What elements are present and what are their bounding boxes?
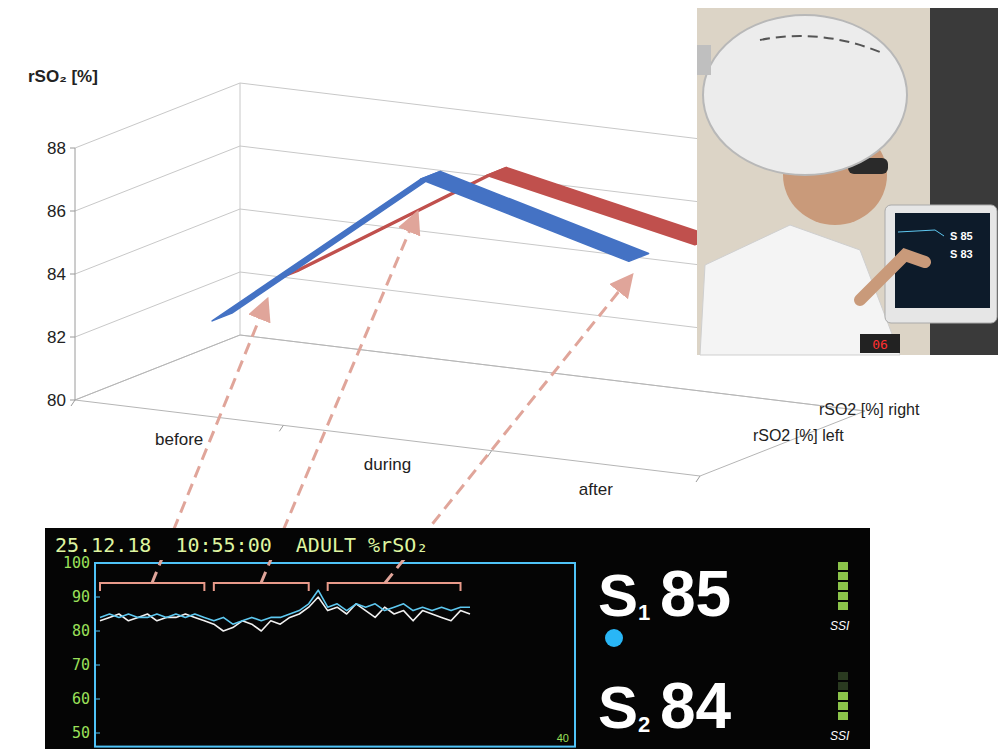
- monitor-tick-label: 70: [72, 656, 90, 674]
- reading-value: 84: [660, 670, 732, 742]
- y-tick-label: 80: [47, 391, 66, 410]
- y-tick-label: 88: [47, 139, 66, 158]
- x-tick-label: after: [579, 480, 613, 499]
- reading-label: S: [598, 562, 638, 629]
- arrow-inner: [152, 560, 545, 583]
- y-axis-title: rSO₂ [%]: [28, 67, 98, 86]
- series-group: [212, 168, 714, 321]
- monitor-tick-label: 50: [72, 724, 90, 742]
- wall-edge: [240, 83, 241, 335]
- ssi-bar: [838, 682, 848, 690]
- monitor-tick-label: 80: [72, 622, 90, 640]
- series-ribbon: [212, 172, 440, 321]
- x-tick-label: before: [155, 430, 203, 449]
- helmet: [703, 15, 907, 175]
- depth-label: rSO2 [%] right: [819, 401, 920, 418]
- x-tick: [696, 476, 700, 482]
- monitor-background: [45, 528, 870, 749]
- helmet-seam: [760, 36, 880, 52]
- phase-bracket: [328, 583, 461, 591]
- reading-value: 85: [660, 558, 731, 630]
- monitor-scale-label: 40: [557, 732, 569, 744]
- device-reading: S 85: [950, 230, 973, 242]
- dashed-arrow-start: [261, 560, 415, 583]
- photo-background: [697, 8, 998, 355]
- y-tick-label: 86: [47, 202, 66, 221]
- y-tick: [70, 400, 75, 401]
- x-tick: [279, 425, 283, 431]
- y-tick: [70, 274, 75, 275]
- y-tick: [70, 337, 75, 338]
- reading-subscript: 2: [638, 712, 650, 737]
- ssi-bar: [838, 692, 848, 700]
- monitor-tick-label: 90: [72, 588, 90, 606]
- ssi-bar: [838, 572, 848, 580]
- photo: S 85 S 83 06: [697, 8, 998, 355]
- figure: 80 82 84 86 88 rSO₂ [%] before during after rSO2 …: [0, 0, 1003, 749]
- x-tick: [71, 400, 75, 406]
- reading-subscript: 1: [638, 600, 650, 625]
- monitor: 25.12.18 10:55:00 ADULT %rSO₂ 50 60 70 80 90 1…: [45, 218, 870, 749]
- ssi-label: SSI: [830, 619, 850, 633]
- ssi-bar: [838, 592, 848, 600]
- arm: [860, 255, 925, 300]
- y-tick: [70, 211, 75, 212]
- phase-bracket: [100, 583, 204, 591]
- dashed-arrow-start: [385, 560, 545, 583]
- y-tick-label: 82: [47, 328, 66, 347]
- reading-label: S: [598, 674, 638, 741]
- monitor-header: 25.12.18 10:55:00 ADULT %rSO₂: [55, 533, 428, 557]
- ssi-bar: [838, 672, 848, 680]
- device-trace: [898, 230, 944, 236]
- monitor-trace: [100, 590, 470, 624]
- phase-bracket: [214, 583, 309, 591]
- ssi-bar: [838, 602, 848, 610]
- helmet-knob: [697, 45, 711, 75]
- y-tick: [70, 148, 75, 149]
- y-tick-label: 84: [47, 265, 66, 284]
- led-text: 06: [872, 337, 888, 352]
- ssi-bar: [838, 712, 848, 720]
- ssi-bar: [838, 702, 848, 710]
- x-tick-label: during: [364, 455, 411, 474]
- trace-group: [100, 590, 470, 631]
- monitor-tick-label: 60: [72, 690, 90, 708]
- ssi-bar: [838, 582, 848, 590]
- device-reading: S 83: [950, 248, 973, 260]
- dashed-arrow-start: [152, 560, 265, 583]
- led-box: [860, 334, 900, 353]
- depth-label: rSO2 [%] left: [753, 427, 844, 444]
- ssi-bar: [838, 562, 848, 570]
- series-ribbon: [421, 172, 649, 262]
- monitor-frame: [95, 563, 575, 747]
- floor: [75, 335, 865, 476]
- info-badge: [605, 629, 623, 647]
- ssi-label: SSI: [830, 729, 850, 743]
- monitor-tick-label: 100: [63, 554, 90, 572]
